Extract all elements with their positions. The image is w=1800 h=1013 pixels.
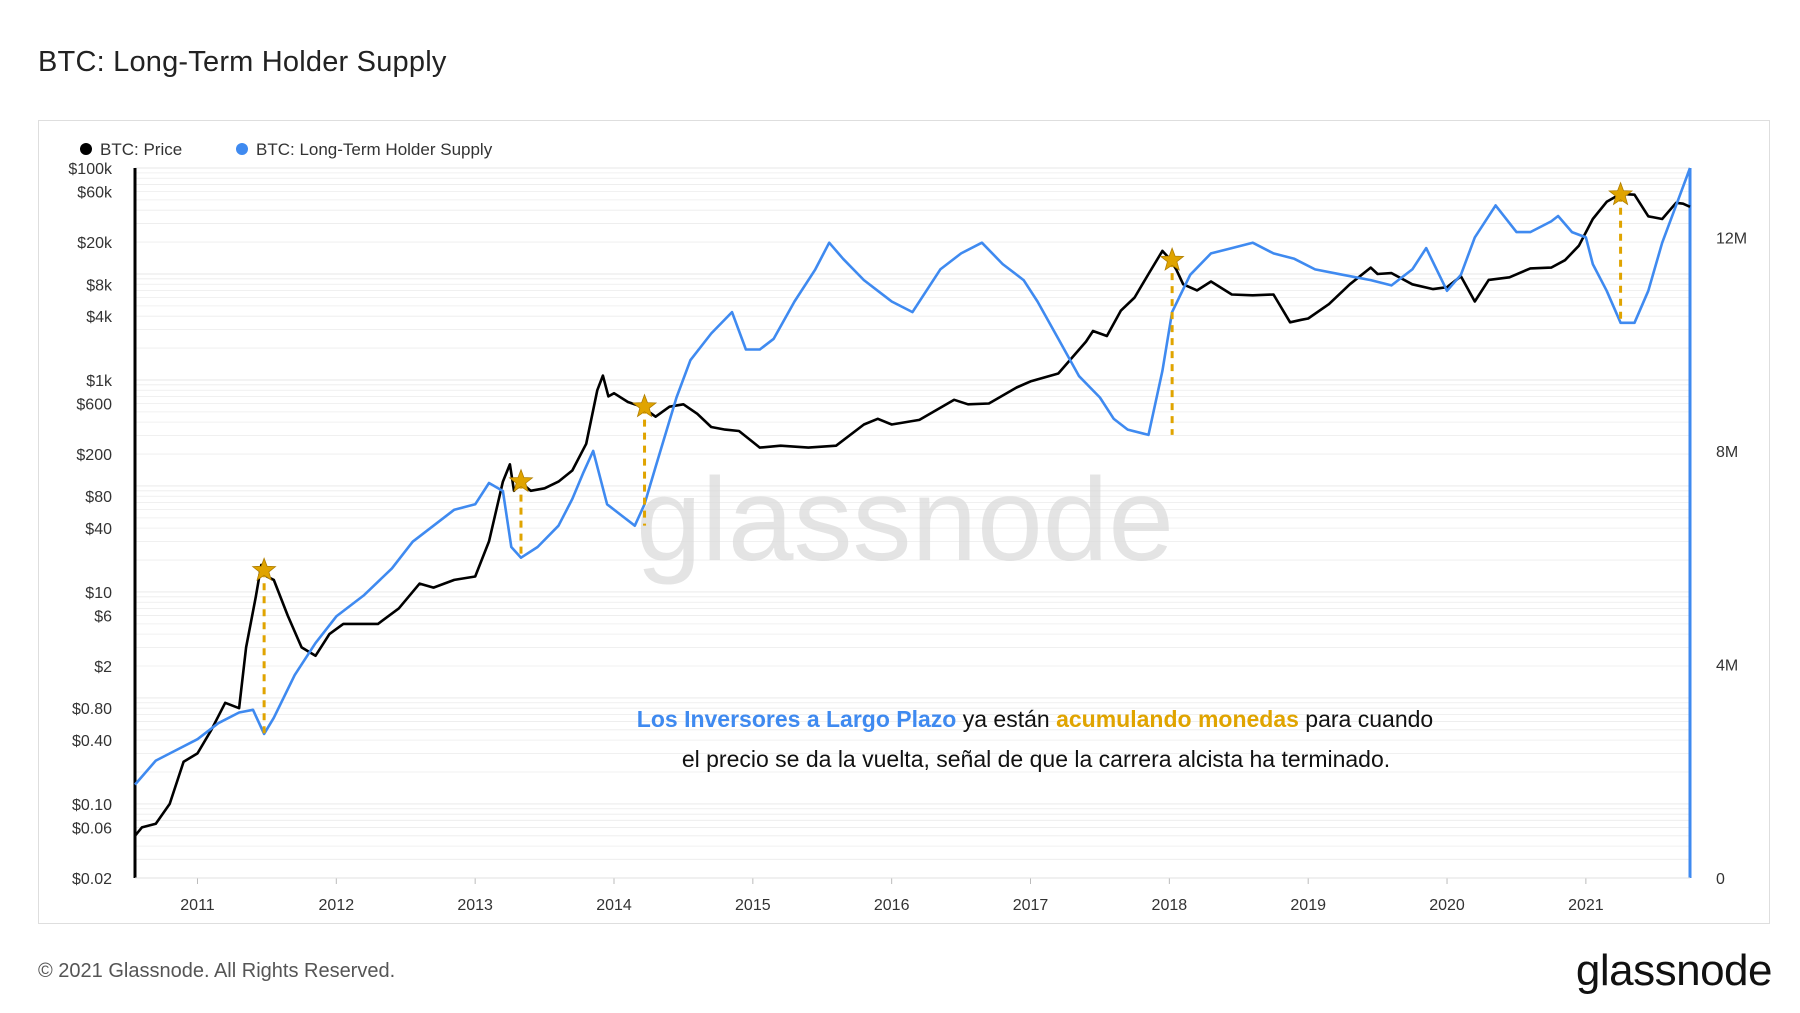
star-marker [251, 557, 277, 581]
svg-text:Los Inversores a Largo Plazo y: Los Inversores a Largo Plazo ya están ac… [637, 706, 1433, 732]
annotation-gold: acumulando monedas [1056, 706, 1299, 732]
y-left-tick-label: $0.80 [72, 701, 112, 718]
x-tick-label: 2015 [735, 897, 771, 914]
y-right-tick-label: 0 [1716, 871, 1725, 888]
annotation-text: Los Inversores a Largo Plazo ya están ac… [637, 706, 1433, 772]
y-left-tick-label: $80 [85, 489, 112, 506]
y-left-tick-label: $40 [85, 521, 112, 538]
series [133, 167, 1692, 837]
star-marker [1608, 181, 1634, 206]
y-left-tick-label: $6 [94, 608, 112, 625]
y-right-tick-label: 12M [1716, 230, 1747, 247]
y-left-tick-label: $20k [77, 235, 113, 252]
brand-logo: glassnode [1575, 946, 1773, 995]
legend: BTC: Price BTC: Long-Term Holder Supply [80, 140, 493, 159]
legend-price-swatch [80, 143, 92, 155]
markers [251, 181, 1634, 734]
copyright-text: © 2021 Glassnode. All Rights Reserved. [38, 960, 396, 982]
chart-frame [38, 120, 1770, 924]
annotation-end: para cuando [1299, 706, 1433, 732]
y-left-tick-label: $0.40 [72, 733, 112, 750]
y-left-tick-label: $100k [68, 161, 113, 178]
legend-price-label: BTC: Price [100, 140, 182, 159]
star-marker [1159, 247, 1185, 271]
annotation-mid: ya están [956, 706, 1056, 732]
legend-lth-swatch [236, 143, 248, 155]
x-tick-label: 2020 [1429, 897, 1465, 914]
y-left-tick-label: $0.06 [72, 820, 112, 837]
watermark: glassnode [636, 454, 1174, 586]
y-right-tick-label: 8M [1716, 444, 1738, 461]
y-left-tick-label: $600 [76, 396, 112, 413]
price-series-line [133, 192, 1691, 837]
y-left-tick-label: $0.10 [72, 797, 112, 814]
page-title: BTC: Long-Term Holder Supply [38, 46, 447, 78]
y-left-tick-label: $4k [86, 309, 113, 326]
star-marker [508, 468, 534, 493]
lth-supply-series-line [134, 167, 1692, 786]
x-tick-label: 2012 [319, 897, 355, 914]
y-left-tick-label: $60k [77, 185, 113, 202]
x-tick-label: 2014 [596, 897, 632, 914]
y-left-tick-label: $2 [94, 659, 112, 676]
x-tick-label: 2021 [1568, 897, 1604, 914]
star-marker [631, 393, 658, 418]
legend-lth-label: BTC: Long-Term Holder Supply [256, 140, 493, 159]
x-tick-label: 2016 [874, 897, 910, 914]
x-tick-label: 2019 [1290, 897, 1326, 914]
x-tick-label: 2017 [1013, 897, 1049, 914]
y-right-tick-label: 4M [1716, 657, 1738, 674]
y-left-tick-label: $0.02 [72, 871, 112, 888]
x-tick-label: 2011 [180, 897, 215, 914]
y-left-tick-label: $1k [86, 373, 113, 390]
y-left-tick-label: $8k [86, 277, 113, 294]
y-left-tick-label: $200 [76, 447, 112, 464]
annotation-line2: el precio se da la vuelta, señal de que … [682, 746, 1390, 772]
y-left-tick-label: $10 [85, 585, 112, 602]
axes: $100k $60k $20k $8k $4k $1k $600 $200 $80 $40 $10 $… [68, 161, 1747, 914]
x-tick-label: 2013 [457, 897, 493, 914]
x-tick-label: 2018 [1152, 897, 1188, 914]
annotation-blue: Los Inversores a Largo Plazo [637, 706, 957, 732]
